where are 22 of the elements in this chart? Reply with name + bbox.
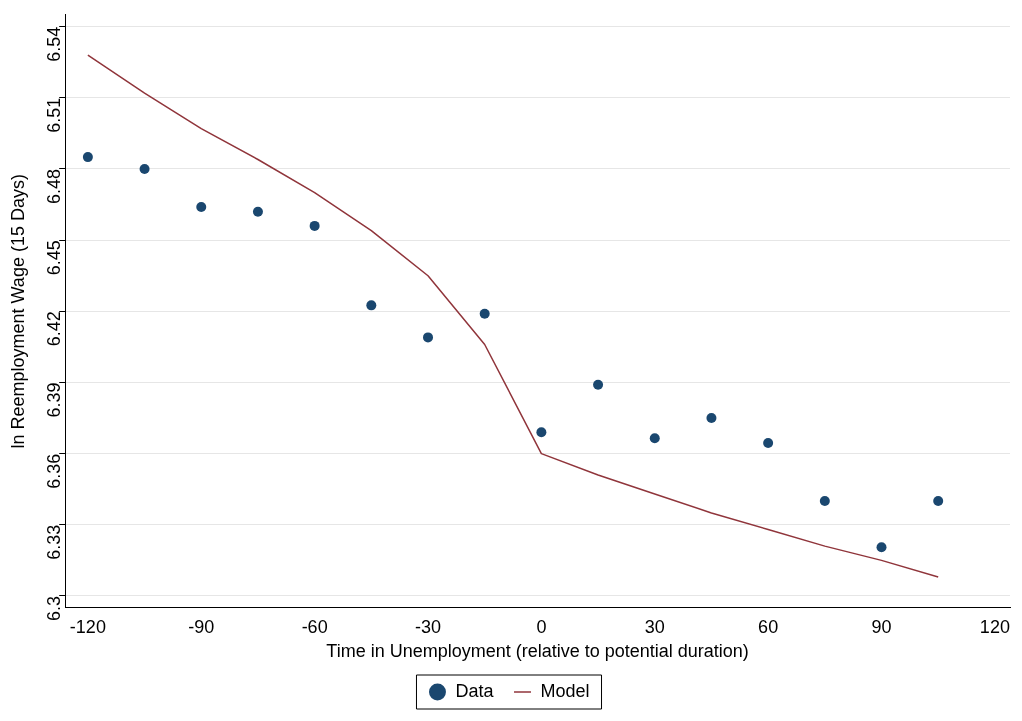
x-tick-label: 90 xyxy=(871,616,892,637)
x-tick-label: -60 xyxy=(301,616,328,637)
x-tick-label: 120 xyxy=(979,616,1010,637)
x-tick-label: 0 xyxy=(536,616,547,637)
x-axis-title: Time in Unemployment (relative to potential duration) xyxy=(326,641,749,662)
x-tick-label: -30 xyxy=(415,616,442,637)
x-tick-label: -90 xyxy=(188,616,215,637)
y-tick-label: 6.33 xyxy=(44,524,65,560)
y-axis-title: ln Reemployment Wage (15 Days) xyxy=(7,174,28,449)
y-tick-label: 6.3 xyxy=(44,595,65,621)
x-tick-label: 30 xyxy=(644,616,665,637)
y-tick-label: 6.48 xyxy=(44,168,65,205)
y-tick-label: 6.54 xyxy=(44,26,65,62)
y-tick-label: 6.42 xyxy=(44,311,65,347)
y-tick-label: 6.36 xyxy=(44,453,65,489)
y-tick-label: 6.51 xyxy=(44,97,65,133)
x-tick-label: 60 xyxy=(758,616,779,637)
y-tick-label: 6.39 xyxy=(44,382,65,418)
legend-label: Data xyxy=(455,680,495,701)
y-tick-label: 6.45 xyxy=(44,240,65,276)
x-tick-label: -120 xyxy=(69,616,106,637)
legend-label: Model xyxy=(540,680,590,701)
